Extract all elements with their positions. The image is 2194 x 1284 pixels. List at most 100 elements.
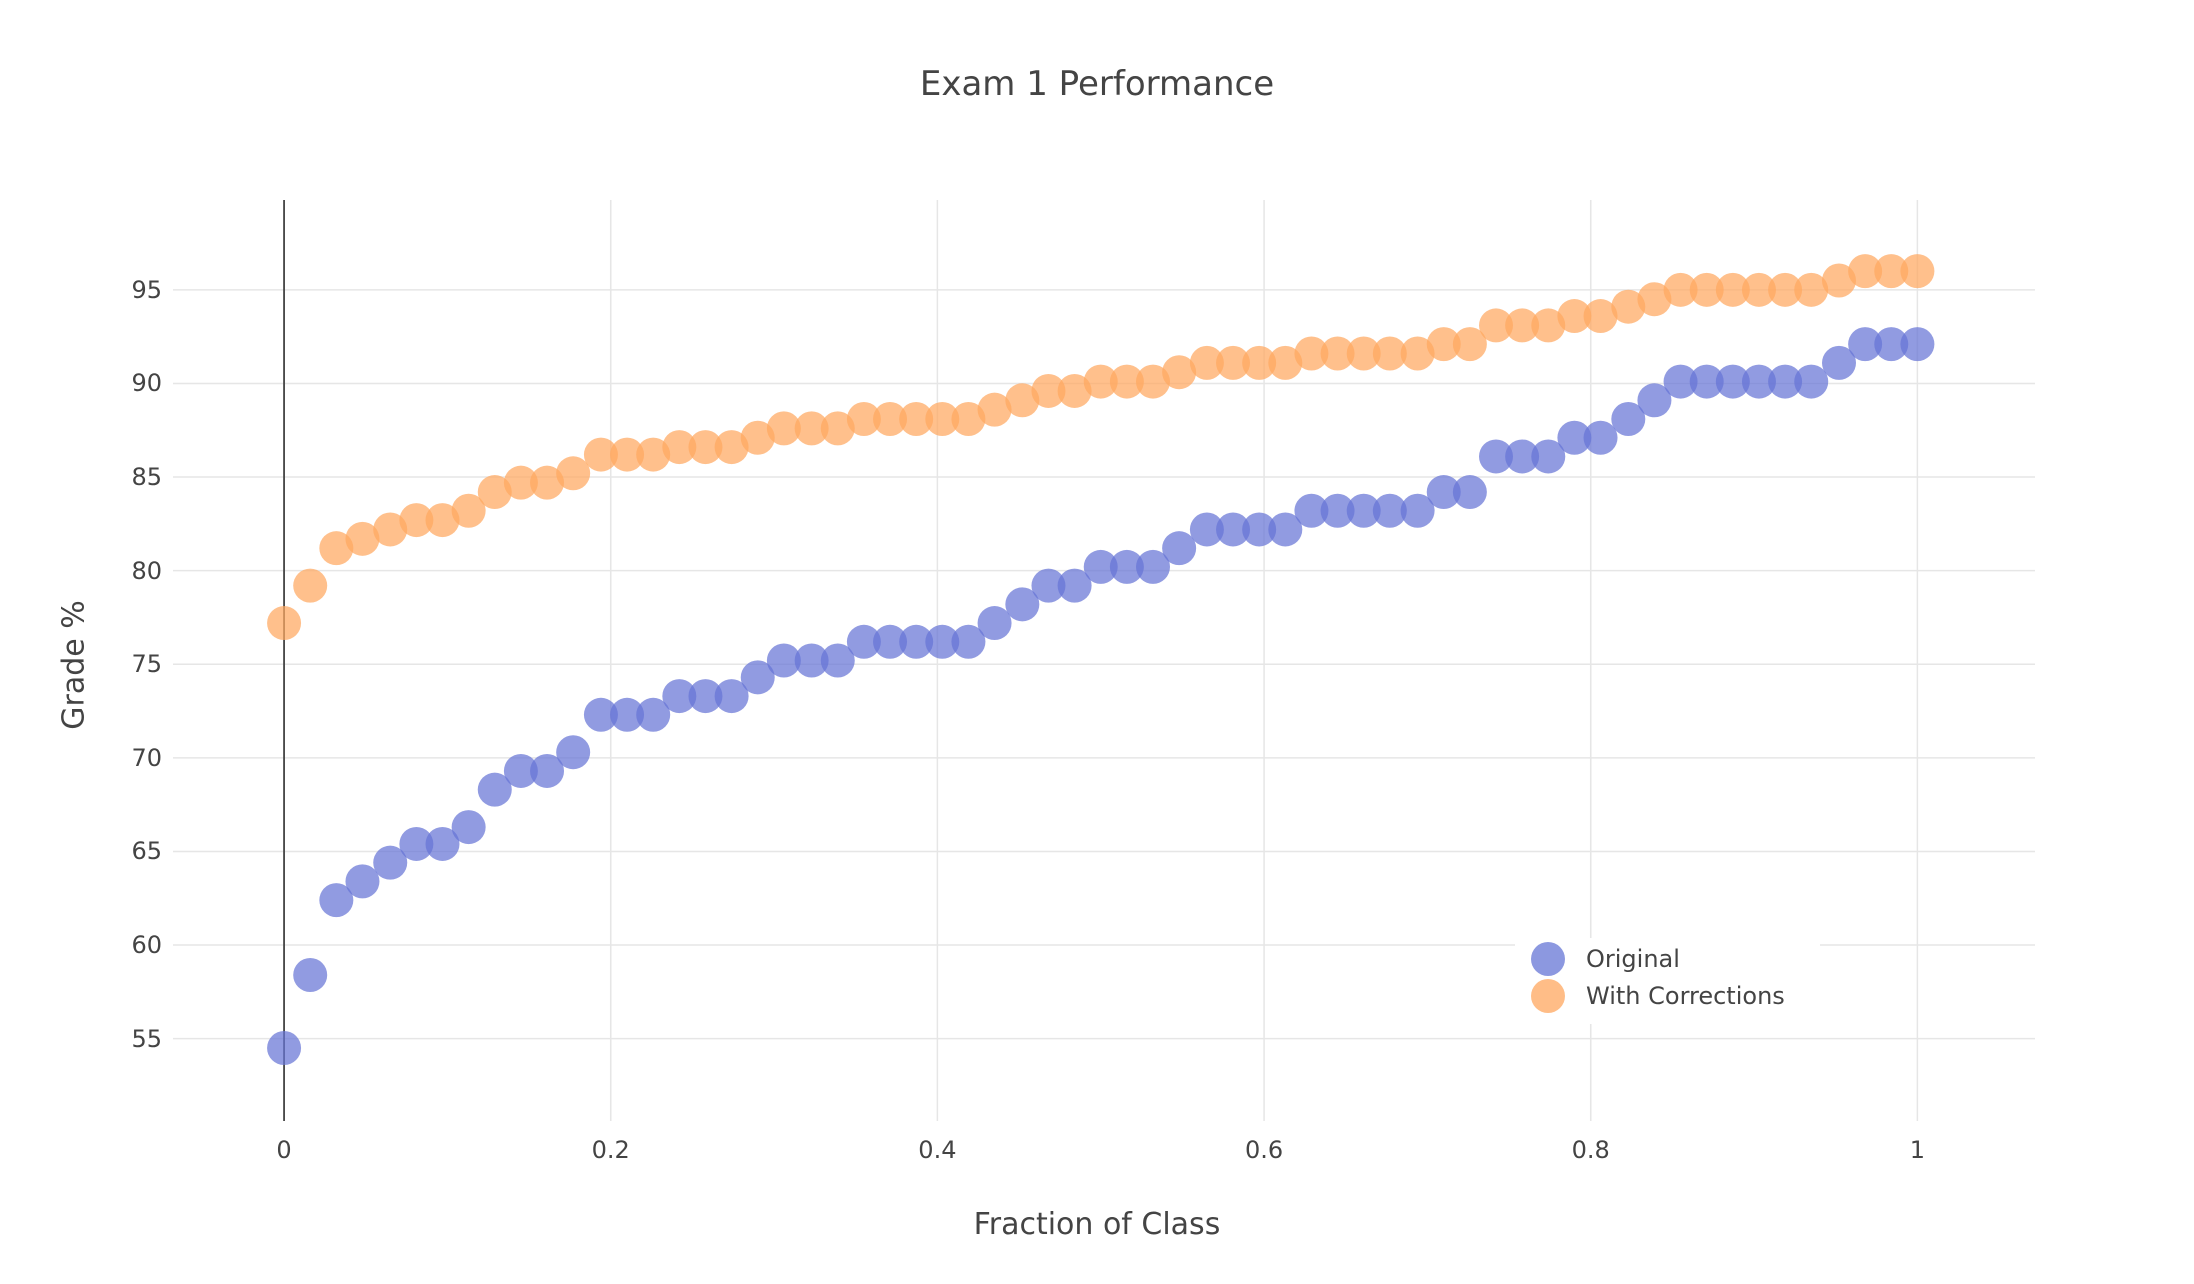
data-point-original[interactable]	[1874, 327, 1909, 362]
data-point-original[interactable]	[1320, 493, 1355, 528]
data-point-original[interactable]	[1848, 327, 1883, 362]
data-point-with-corrections[interactable]	[1136, 364, 1170, 399]
data-point-with-corrections[interactable]	[1216, 345, 1251, 380]
data-point-with-corrections[interactable]	[951, 402, 986, 437]
data-point-original[interactable]	[951, 624, 986, 659]
data-point-with-corrections[interactable]	[1057, 373, 1092, 408]
data-point-original[interactable]	[1346, 493, 1381, 528]
data-point-original[interactable]	[293, 957, 328, 992]
data-point-original[interactable]	[610, 697, 645, 732]
data-point-original[interactable]	[714, 679, 749, 714]
data-point-original[interactable]	[766, 643, 801, 678]
data-point-original[interactable]	[1057, 568, 1092, 603]
data-point-with-corrections[interactable]	[1268, 345, 1303, 380]
data-point-original[interactable]	[451, 810, 486, 845]
data-point-with-corrections[interactable]	[1611, 289, 1646, 324]
data-point-original[interactable]	[1136, 549, 1170, 584]
data-point-with-corrections[interactable]	[846, 402, 881, 437]
data-point-original[interactable]	[1531, 439, 1566, 474]
data-point-with-corrections[interactable]	[1162, 355, 1197, 390]
data-point-with-corrections[interactable]	[1505, 308, 1540, 343]
data-point-original[interactable]	[530, 753, 565, 788]
data-point-original[interactable]	[846, 624, 881, 659]
data-point-with-corrections[interactable]	[1557, 299, 1592, 334]
data-point-with-corrections[interactable]	[1294, 336, 1329, 371]
data-point-original[interactable]	[503, 753, 538, 788]
data-point-with-corrections[interactable]	[740, 420, 775, 455]
data-point-original[interactable]	[1162, 531, 1197, 566]
data-point-with-corrections[interactable]	[1531, 308, 1566, 343]
data-point-original[interactable]	[1268, 512, 1303, 547]
data-point-with-corrections[interactable]	[766, 411, 801, 446]
data-point-with-corrections[interactable]	[873, 402, 908, 437]
data-point-with-corrections[interactable]	[636, 437, 671, 472]
data-point-original[interactable]	[1794, 364, 1829, 399]
data-point-original[interactable]	[1741, 364, 1776, 399]
data-point-with-corrections[interactable]	[1426, 327, 1461, 362]
data-point-original[interactable]	[1611, 402, 1646, 437]
data-point-original[interactable]	[1505, 439, 1540, 474]
data-point-original[interactable]	[1216, 512, 1251, 547]
data-point-original[interactable]	[319, 883, 354, 918]
data-point-with-corrections[interactable]	[293, 568, 328, 603]
data-point-original[interactable]	[1242, 512, 1277, 547]
data-point-with-corrections[interactable]	[1663, 272, 1698, 307]
data-point-original[interactable]	[1294, 493, 1329, 528]
data-point-with-corrections[interactable]	[1822, 263, 1856, 298]
data-point-original[interactable]	[425, 826, 460, 861]
data-point-with-corrections[interactable]	[1900, 254, 1935, 289]
data-point-with-corrections[interactable]	[1346, 336, 1381, 371]
data-point-original[interactable]	[477, 772, 512, 807]
data-point-original[interactable]	[1637, 383, 1672, 418]
data-point-original[interactable]	[1005, 587, 1040, 622]
data-point-original[interactable]	[583, 697, 618, 732]
data-point-with-corrections[interactable]	[477, 475, 512, 510]
data-point-with-corrections[interactable]	[662, 430, 697, 465]
data-point-with-corrections[interactable]	[794, 411, 829, 446]
data-point-with-corrections[interactable]	[688, 430, 723, 465]
data-point-original[interactable]	[1031, 568, 1066, 603]
data-point-original[interactable]	[1663, 364, 1698, 399]
data-point-with-corrections[interactable]	[399, 503, 434, 538]
data-point-original[interactable]	[1426, 475, 1461, 510]
data-point-with-corrections[interactable]	[345, 521, 380, 556]
data-point-with-corrections[interactable]	[425, 503, 460, 538]
data-point-original[interactable]	[1109, 549, 1144, 584]
data-point-with-corrections[interactable]	[451, 493, 486, 528]
data-point-original[interactable]	[688, 679, 723, 714]
data-point-with-corrections[interactable]	[1689, 272, 1724, 307]
data-point-with-corrections[interactable]	[1848, 254, 1883, 289]
data-point-original[interactable]	[1822, 345, 1856, 380]
data-point-with-corrections[interactable]	[503, 465, 538, 500]
data-point-original[interactable]	[977, 606, 1012, 641]
data-point-original[interactable]	[1583, 420, 1618, 455]
data-point-with-corrections[interactable]	[1479, 308, 1513, 343]
legend-item-original[interactable]: Original	[1515, 940, 1820, 978]
data-point-original[interactable]	[1557, 420, 1592, 455]
data-point-with-corrections[interactable]	[1320, 336, 1355, 371]
data-point-with-corrections[interactable]	[820, 411, 855, 446]
data-point-with-corrections[interactable]	[1637, 282, 1672, 317]
data-point-original[interactable]	[345, 864, 380, 899]
data-point-original[interactable]	[1400, 493, 1435, 528]
data-point-with-corrections[interactable]	[714, 430, 749, 465]
data-point-original[interactable]	[1189, 512, 1224, 547]
data-point-original[interactable]	[740, 660, 775, 695]
data-point-original[interactable]	[399, 826, 434, 861]
data-point-original[interactable]	[1083, 549, 1118, 584]
legend-item-with-corrections[interactable]: With Corrections	[1515, 977, 1820, 1015]
data-point-with-corrections[interactable]	[899, 402, 934, 437]
data-point-with-corrections[interactable]	[610, 437, 645, 472]
data-point-original[interactable]	[636, 697, 671, 732]
data-point-original[interactable]	[873, 624, 908, 659]
data-point-with-corrections[interactable]	[1794, 272, 1829, 307]
data-point-original[interactable]	[662, 679, 697, 714]
data-point-with-corrections[interactable]	[1242, 345, 1277, 380]
data-point-with-corrections[interactable]	[530, 465, 565, 500]
data-point-with-corrections[interactable]	[1741, 272, 1776, 307]
data-point-original[interactable]	[556, 735, 591, 770]
data-point-original[interactable]	[794, 643, 829, 678]
data-point-original[interactable]	[899, 624, 934, 659]
data-point-with-corrections[interactable]	[1031, 373, 1066, 408]
data-point-with-corrections[interactable]	[1372, 336, 1407, 371]
